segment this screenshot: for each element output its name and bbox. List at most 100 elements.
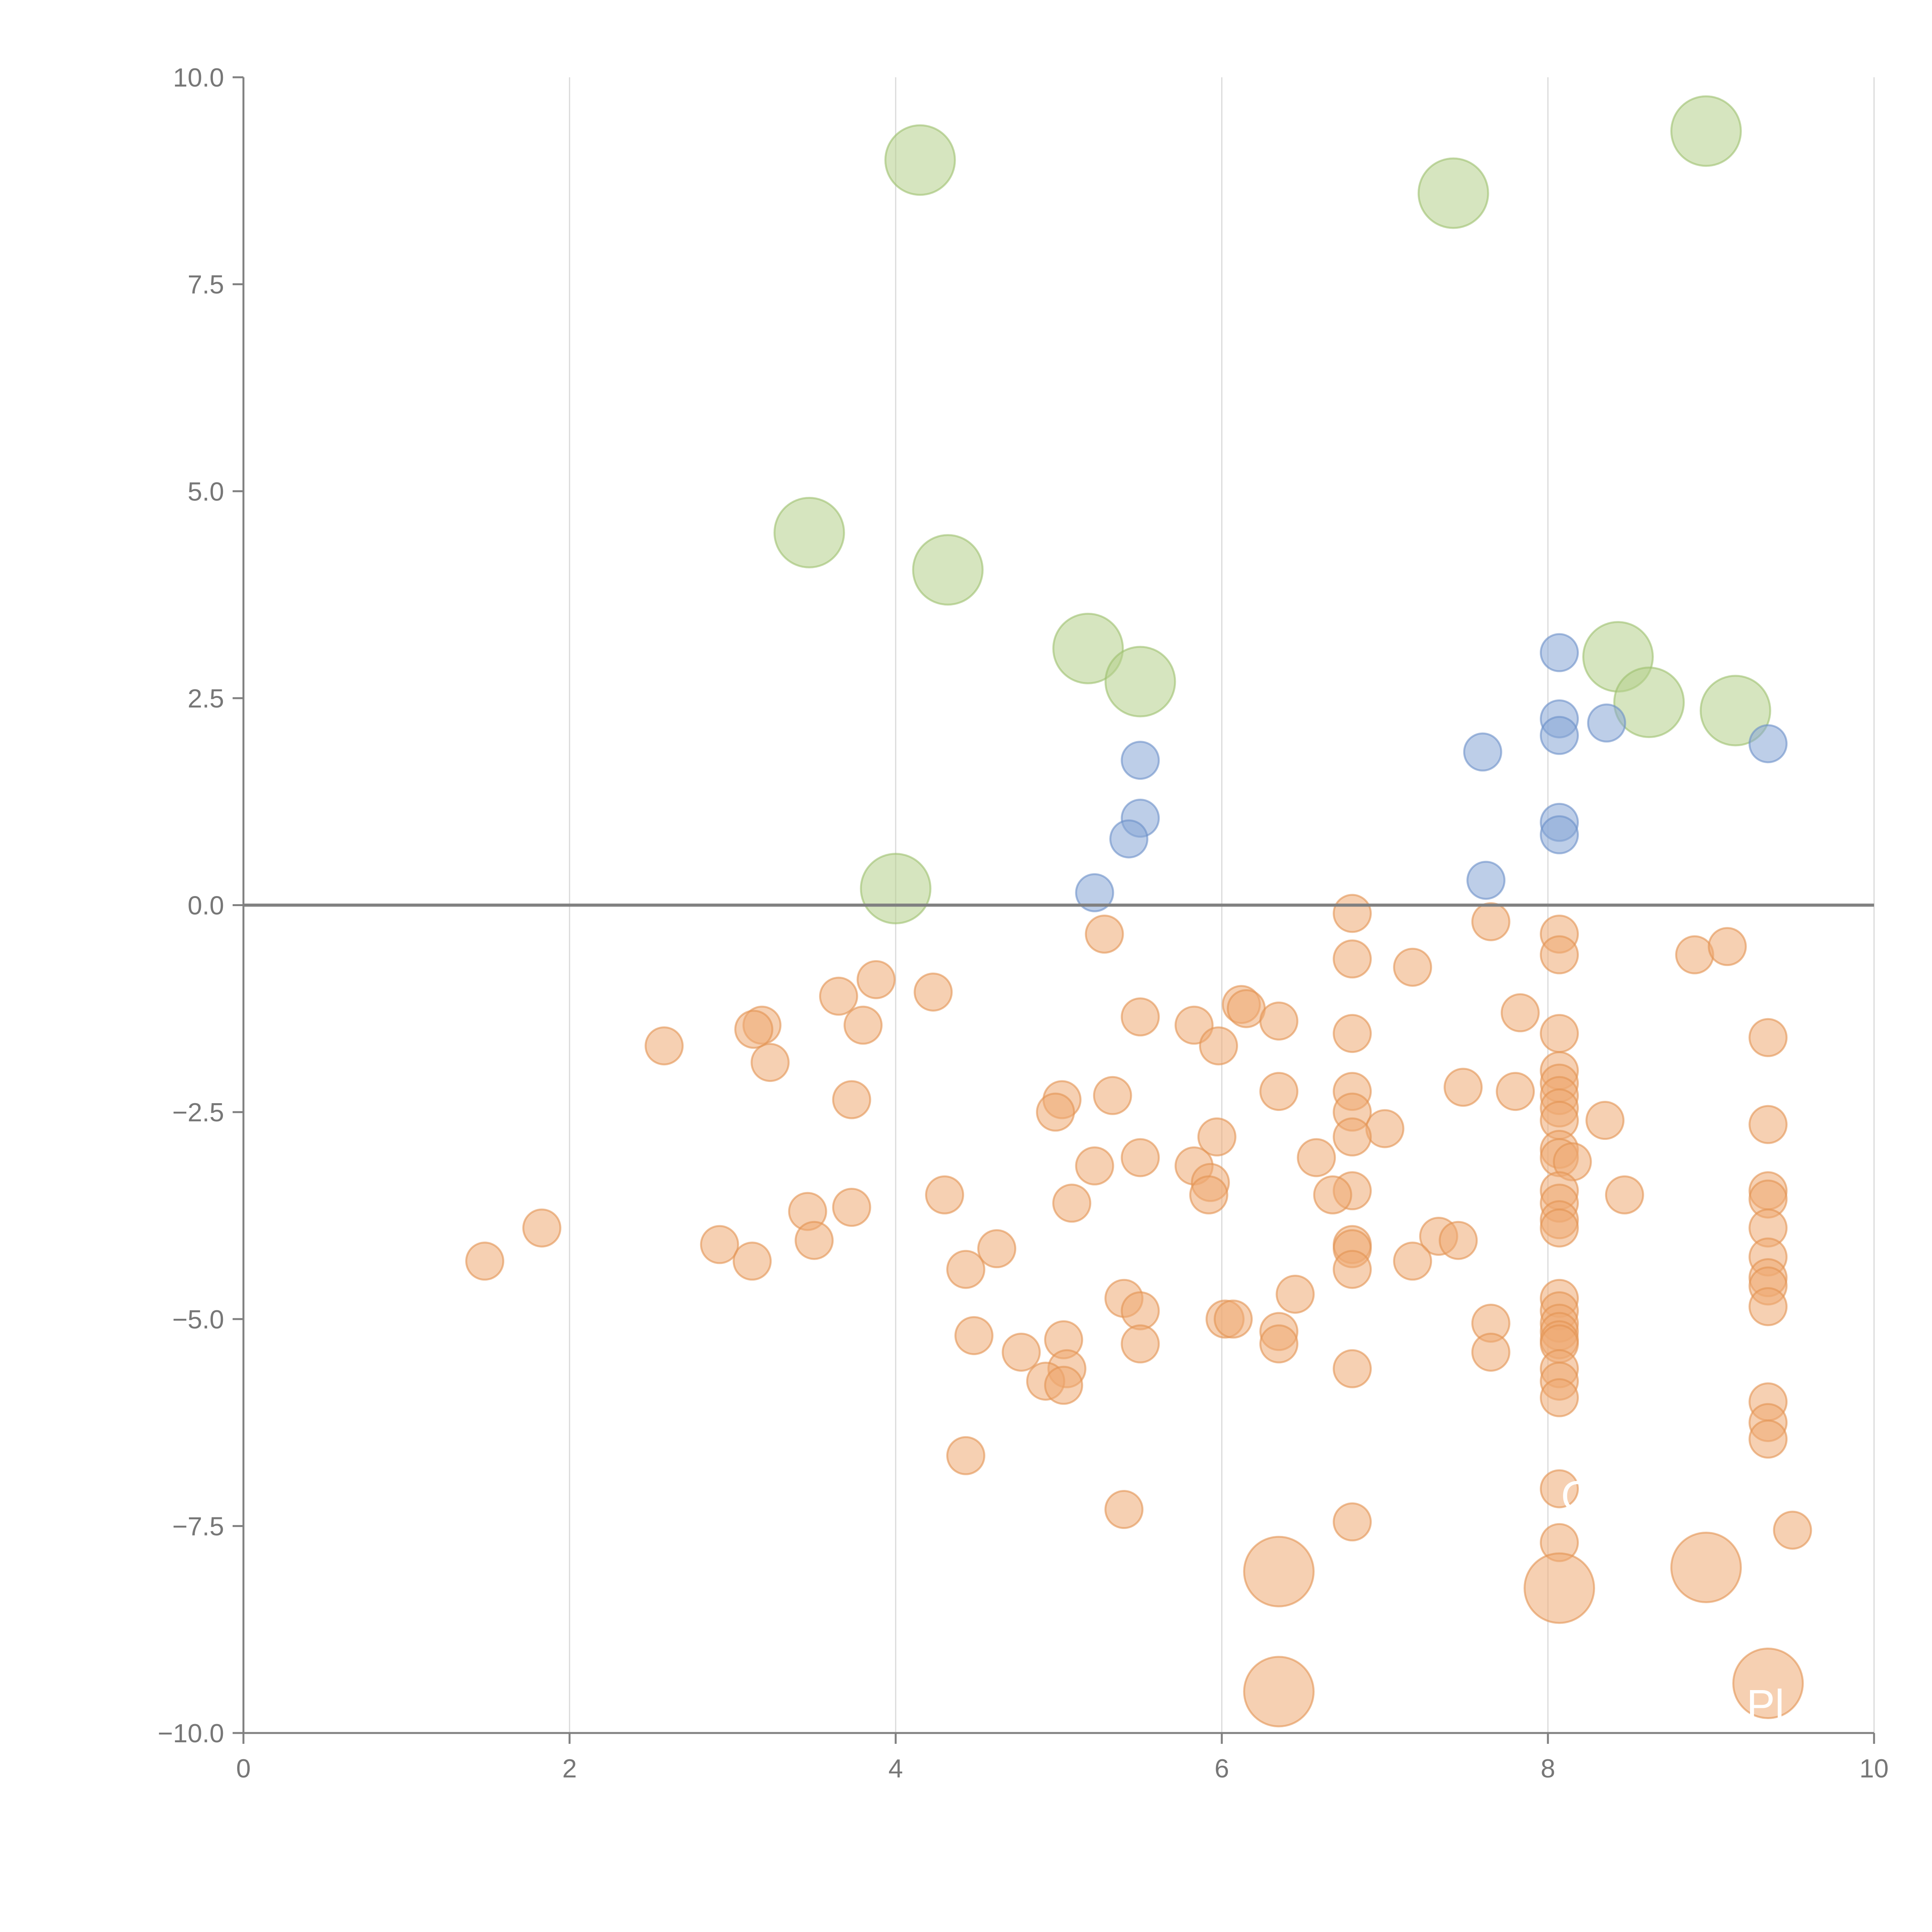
orange-point	[1333, 939, 1372, 979]
orange-large-point	[1243, 1656, 1315, 1728]
orange-point	[1313, 1175, 1352, 1214]
orange-point	[1393, 1242, 1432, 1281]
orange-point	[1052, 1184, 1092, 1223]
blue-point	[1587, 703, 1626, 743]
orange-point	[522, 1208, 561, 1248]
axes	[233, 76, 1875, 1744]
orange-point	[1540, 935, 1579, 975]
orange-point	[1439, 1221, 1478, 1260]
x-tick-label: 2	[562, 1754, 577, 1783]
annotation-label: O	[1561, 1473, 1594, 1520]
orange-point	[1276, 1274, 1315, 1314]
orange-point	[1333, 1014, 1372, 1053]
y-tick-label: 0.0	[187, 891, 224, 920]
orange-point	[1365, 1109, 1405, 1148]
orange-point	[946, 1436, 985, 1475]
orange-point	[465, 1242, 505, 1281]
orange-point	[1189, 1175, 1228, 1214]
orange-point	[1333, 1117, 1372, 1156]
orange-point	[1540, 1378, 1579, 1417]
orange-point	[1121, 997, 1160, 1037]
orange-point	[1297, 1138, 1336, 1177]
orange-point	[1085, 914, 1124, 954]
orange-point	[832, 1080, 871, 1119]
orange-point	[1393, 947, 1432, 987]
orange-point	[1259, 1324, 1299, 1364]
orange-large-point	[1732, 1647, 1804, 1719]
orange-point	[1333, 1250, 1372, 1289]
orange-point	[1585, 1101, 1625, 1140]
green-point	[1104, 646, 1176, 718]
orange-point	[1121, 1324, 1160, 1364]
y-tick-label: 2.5	[187, 684, 224, 713]
orange-point	[856, 960, 896, 999]
blue-point	[1466, 861, 1506, 900]
orange-point	[1540, 1014, 1579, 1053]
orange-point	[1333, 1502, 1372, 1542]
green-point	[912, 534, 984, 606]
green-point	[860, 853, 932, 925]
blue-point	[1540, 815, 1579, 854]
orange-point	[1540, 1208, 1579, 1248]
orange-point	[734, 1010, 774, 1049]
orange-point	[645, 1026, 684, 1066]
annotations: O Pl	[1561, 1473, 1784, 1729]
orange-point	[1444, 1068, 1483, 1107]
y-tick-label: 7.5	[187, 270, 224, 299]
green-point	[773, 497, 845, 568]
orange-point	[1104, 1490, 1144, 1529]
blue-point	[1748, 724, 1788, 764]
orange-point	[1605, 1175, 1644, 1214]
orange-point	[1540, 1469, 1579, 1509]
green-point	[884, 124, 956, 196]
orange-point	[1675, 935, 1714, 975]
blue-point	[1463, 732, 1502, 772]
orange-point	[946, 1250, 985, 1289]
orange-point	[1708, 927, 1747, 966]
orange-point	[1496, 1072, 1535, 1111]
orange-point	[832, 1188, 871, 1227]
orange-large-point	[1670, 1532, 1742, 1603]
x-tick-label: 6	[1214, 1754, 1229, 1783]
orange-point	[1773, 1510, 1812, 1550]
orange-point	[1333, 894, 1372, 933]
orange-point	[1500, 993, 1540, 1032]
orange-point	[977, 1229, 1017, 1269]
annotation-label: Pl	[1747, 1681, 1784, 1729]
y-tick-label: −10.0	[158, 1719, 224, 1748]
green-point	[1613, 667, 1685, 738]
x-tick-label: 10	[1859, 1754, 1889, 1783]
orange-point	[1044, 1366, 1083, 1405]
green-point	[1670, 95, 1742, 167]
orange-point	[1333, 1349, 1372, 1388]
x-tick-label: 0	[236, 1754, 251, 1783]
orange-point	[1075, 1146, 1114, 1185]
orange-large-point	[1524, 1552, 1595, 1624]
orange-point	[1214, 1299, 1253, 1339]
orange-point	[1471, 1332, 1510, 1372]
orange-point	[844, 1005, 883, 1045]
green-point	[1417, 157, 1489, 229]
orange-point	[1199, 1026, 1238, 1066]
blue-point	[1540, 633, 1579, 672]
y-tick-label: 10.0	[173, 63, 224, 92]
orange-point	[1259, 1001, 1299, 1041]
orange-point	[1748, 1287, 1788, 1327]
orange-point	[1121, 1138, 1160, 1177]
y-tick-label: −7.5	[172, 1512, 224, 1541]
orange-point	[1002, 1332, 1041, 1372]
orange-point	[925, 1175, 964, 1214]
orange-point	[1197, 1117, 1236, 1156]
orange-large-point	[1243, 1536, 1315, 1607]
orange-point	[1093, 1076, 1132, 1115]
orange-point	[750, 1043, 790, 1082]
orange-point	[819, 976, 858, 1016]
orange-point	[1259, 1072, 1299, 1111]
y-tick-label: 5.0	[187, 477, 224, 506]
orange-point	[1748, 1105, 1788, 1144]
orange-point	[1226, 989, 1266, 1028]
blue-point	[1121, 741, 1160, 780]
tick-labels: 0 2 4 6 8 10 10.0 7.5 5.0 2.5 0.0 −2.5 −5.0 −7.5 −10.0	[158, 63, 1889, 1783]
orange-point	[913, 972, 953, 1012]
orange-point	[794, 1221, 834, 1260]
